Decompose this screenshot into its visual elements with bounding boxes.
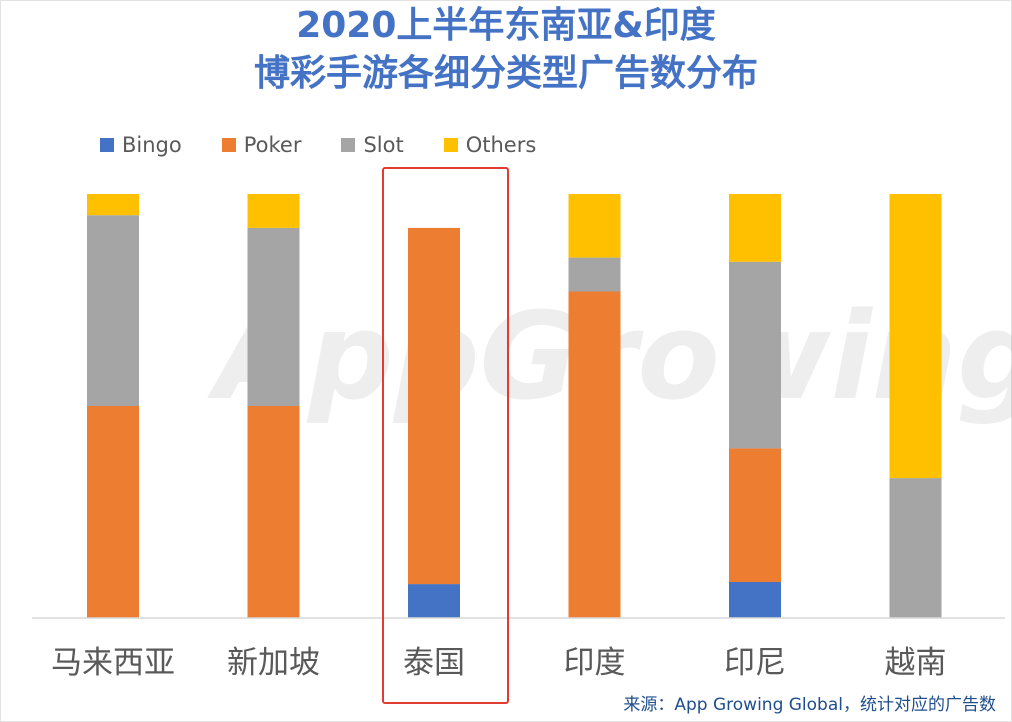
- bar-segment-slot-4: [729, 261, 781, 449]
- bar-segment-others-1: [247, 194, 300, 228]
- legend-swatch-bingo: [100, 138, 114, 152]
- legend-item-others: Others: [443, 133, 537, 157]
- bar-segment-others-4: [729, 194, 781, 262]
- bar-segment-poker-1: [247, 406, 300, 618]
- bar-segment-poker-2: [408, 227, 460, 585]
- bar-segment-slot-5: [889, 478, 942, 618]
- chart-title-line-1: 2020上半年东南亚&印度: [296, 5, 716, 46]
- bar-segment-bingo-2: [408, 584, 460, 618]
- chart-title-line-2: 博彩手游各细分类型广告数分布: [253, 53, 758, 94]
- legend-swatch-slot: [341, 138, 356, 152]
- x-tick-label-1: 新加坡: [227, 645, 320, 681]
- legend-swatch-poker: [221, 138, 236, 152]
- source-note: 来源：App Growing Global，统计对应的广告数: [623, 695, 996, 715]
- legend-item-bingo: Bingo: [100, 133, 182, 157]
- highlight-box: [382, 167, 509, 704]
- bar-segment-slot-0: [87, 215, 139, 406]
- x-tick-label-0: 马来西亚: [51, 645, 175, 681]
- bar-segment-poker-3: [568, 291, 621, 618]
- bars-group: [87, 194, 942, 618]
- x-tick-label-5: 越南: [885, 645, 947, 681]
- x-tick-label-2: 泰国: [403, 645, 465, 681]
- x-tick-label-4: 印尼: [724, 645, 786, 681]
- legend-label-bingo: Bingo: [122, 133, 182, 157]
- legend-item-poker: Poker: [221, 133, 302, 157]
- bar-segment-others-5: [889, 194, 942, 479]
- bar-segment-others-3: [568, 194, 621, 258]
- x-tick-label-3: 印度: [564, 645, 626, 681]
- chart-legend: Bingo Poker Slot Others: [100, 130, 576, 160]
- legend-label-slot: Slot: [363, 133, 404, 157]
- legend-label-others: Others: [465, 133, 537, 157]
- category-labels-group: 马来西亚 新加坡 泰国 印度 印尼 越南: [51, 645, 947, 681]
- bar-segment-slot-1: [247, 227, 300, 406]
- bar-segment-slot-3: [568, 257, 621, 292]
- legend-label-poker: Poker: [243, 133, 302, 157]
- legend-item-slot: Slot: [341, 133, 404, 157]
- bar-segment-poker-0: [87, 406, 139, 618]
- bar-segment-poker-4: [729, 448, 781, 582]
- bar-segment-bingo-4: [729, 582, 781, 618]
- bar-segment-others-0: [87, 194, 139, 216]
- legend-swatch-others: [443, 138, 458, 152]
